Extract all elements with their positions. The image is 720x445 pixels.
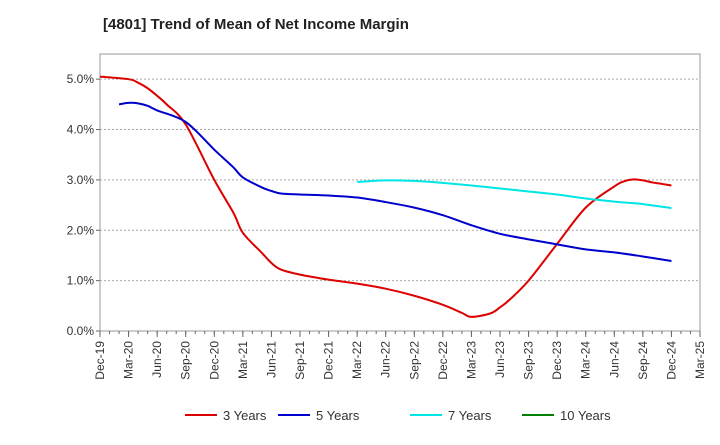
y-tick-label: 2.0% [67, 223, 95, 237]
legend-label-5-years: 5 Years [316, 408, 360, 423]
x-tick-label: Jun-24 [607, 341, 621, 378]
x-tick-label: Mar-24 [579, 341, 593, 379]
y-tick-label: 0.0% [67, 324, 95, 338]
x-tick-label: Jun-22 [379, 341, 393, 378]
x-tick-label: Mar-22 [350, 341, 364, 379]
y-tick-label: 5.0% [67, 72, 95, 86]
x-tick-label: Dec-22 [436, 341, 450, 380]
x-tick-label: Sep-21 [293, 341, 307, 380]
legend-label-7-years: 7 Years [448, 408, 492, 423]
series-line-5-years [118, 101, 672, 262]
series-lines [99, 75, 672, 318]
series-line-3-years [99, 75, 672, 318]
x-tick-label: Dec-21 [322, 341, 336, 380]
x-tick-label: Mar-20 [122, 341, 136, 379]
x-tick-label: Jun-20 [150, 341, 164, 378]
x-tick-label: Dec-24 [664, 341, 678, 380]
y-tick-label: 1.0% [67, 274, 95, 288]
chart-title: [4801] Trend of Mean of Net Income Margi… [103, 16, 409, 33]
x-tick-label: Mar-21 [236, 341, 250, 379]
y-tick-label: 4.0% [67, 123, 95, 137]
y-axis: 0.0% 1.0% 2.0% 3.0% 4.0% 5.0% [67, 72, 100, 338]
x-tick-label: Sep-22 [407, 341, 421, 380]
x-axis: Dec-19 Mar-20 Jun-20 Sep-20 Dec-20 Mar-21 Jun-… [93, 331, 707, 380]
x-tick-label: Sep-23 [522, 341, 536, 380]
series-line-7-years [357, 179, 672, 210]
x-tick-label: Jun-21 [264, 341, 278, 378]
legend: 3 Years 5 Years 7 Years 10 Years [185, 408, 611, 423]
x-tick-label: Sep-20 [179, 341, 193, 380]
x-tick-label: Jun-23 [493, 341, 507, 378]
x-tick-label: Dec-20 [207, 341, 221, 380]
legend-label-10-years: 10 Years [560, 408, 611, 423]
x-tick-label: Mar-23 [464, 341, 478, 379]
legend-label-3-years: 3 Years [223, 408, 267, 423]
x-tick-label: Mar-25 [693, 341, 707, 379]
x-tick-label: Dec-19 [93, 341, 107, 380]
plot-area [99, 53, 701, 332]
y-tick-label: 3.0% [67, 173, 95, 187]
x-tick-label: Sep-24 [636, 341, 650, 380]
x-tick-label: Dec-23 [550, 341, 564, 380]
